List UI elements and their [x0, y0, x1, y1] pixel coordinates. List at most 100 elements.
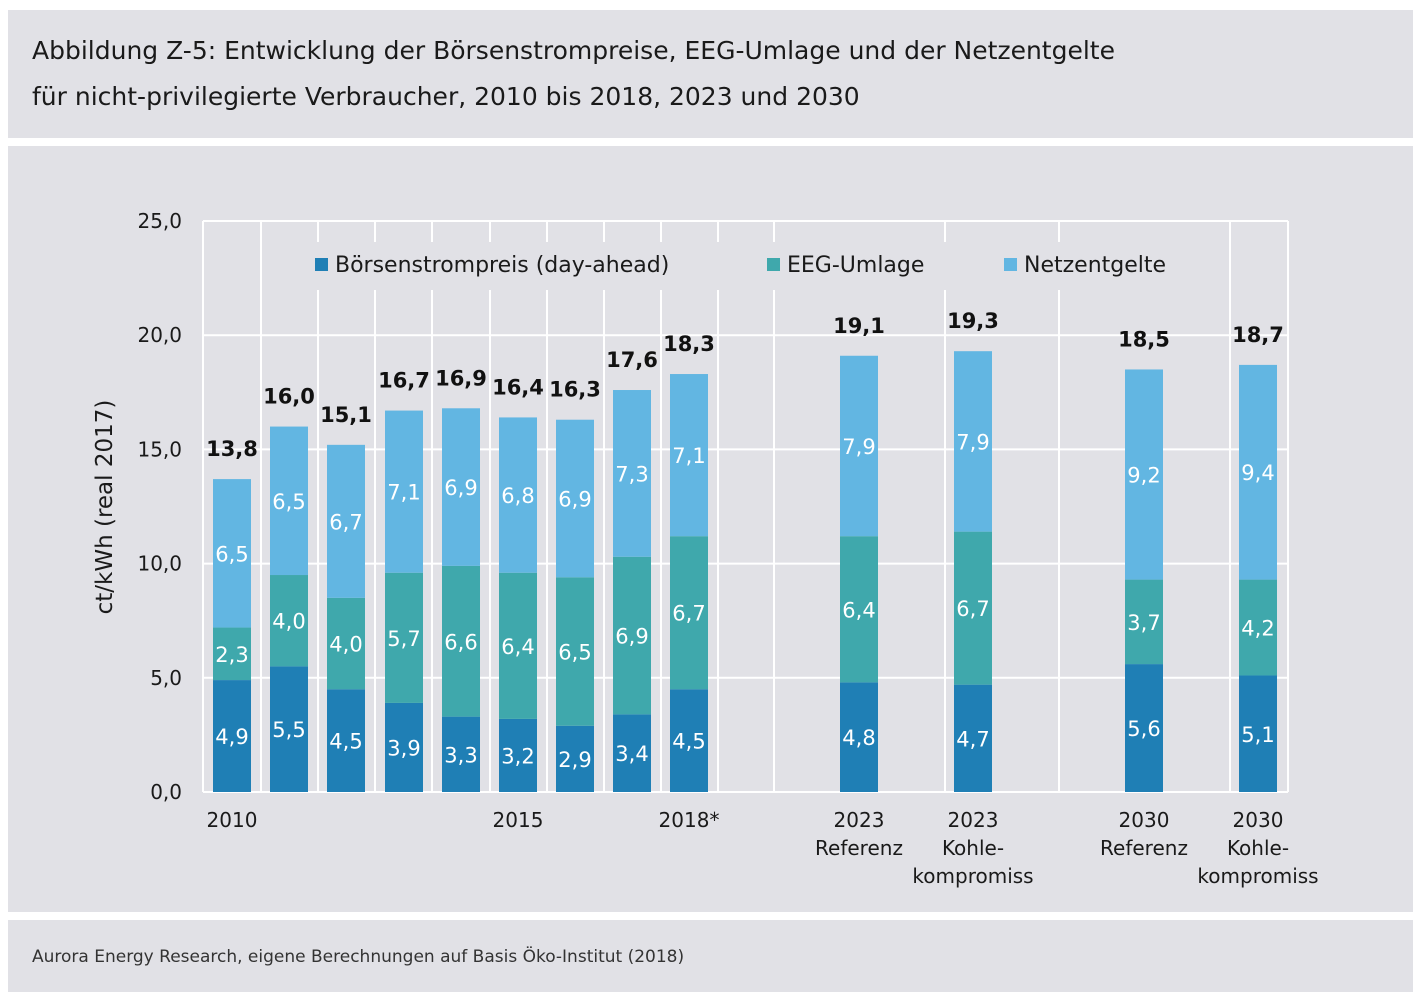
- bar-segment: [213, 479, 251, 628]
- bar-total-label: 13,8: [206, 437, 258, 461]
- y-axis-label: ct/kWh (real 2017): [92, 400, 118, 615]
- bar-segment: [954, 684, 992, 792]
- figure-title-line-2: für nicht-privilegierte Verbraucher, 201…: [32, 82, 860, 111]
- y-tick-label: 15,0: [137, 437, 182, 461]
- y-tick-label: 20,0: [137, 323, 182, 347]
- y-tick-label: 25,0: [137, 209, 182, 233]
- segment-value-label: 6,6: [444, 630, 477, 654]
- bar-segment: [270, 426, 308, 576]
- bar-total-label: 17,6: [606, 348, 658, 372]
- segment-value-label: 5,6: [1127, 717, 1160, 741]
- bar-segment: [670, 536, 708, 690]
- x-tick-label: 2010: [207, 808, 258, 832]
- segment-value-label: 6,4: [501, 635, 534, 659]
- bar-segment: [556, 577, 594, 726]
- segment-value-label: 7,9: [956, 430, 989, 454]
- bar-segment: [1125, 664, 1163, 792]
- x-tick-label: 2030: [1119, 808, 1170, 832]
- bar-total-label: 16,4: [492, 375, 544, 399]
- bar-segment: [556, 725, 594, 792]
- bar-segment: [385, 410, 423, 573]
- segment-value-label: 5,1: [1241, 723, 1274, 747]
- segment-value-label: 5,7: [387, 627, 420, 651]
- bar-segment: [442, 565, 480, 717]
- bar-segment: [442, 408, 480, 566]
- segment-value-label: 6,8: [501, 484, 534, 508]
- legend-label: EEG-Umlage: [787, 253, 924, 278]
- bar-total-label: 15,1: [320, 403, 372, 427]
- y-tick-label: 10,0: [137, 552, 182, 576]
- bar-segment: [213, 680, 251, 792]
- x-tick-label: Referenz: [1100, 836, 1188, 860]
- bar-total-label: 18,5: [1118, 327, 1170, 351]
- bar-segment: [499, 718, 537, 792]
- bar-segment: [840, 355, 878, 537]
- bar-segment: [327, 444, 365, 598]
- segment-value-label: 3,9: [387, 736, 420, 760]
- bar-segment: [1239, 579, 1277, 676]
- source-panel: Aurora Energy Research, eigene Berechnun…: [8, 920, 1413, 992]
- bar-segment: [385, 702, 423, 792]
- segment-value-label: 3,7: [1127, 611, 1160, 635]
- bar-segment: [270, 666, 308, 792]
- legend-label: Börsenstrompreis (day-ahead): [335, 253, 669, 278]
- x-tick-label: 2023: [834, 808, 885, 832]
- bar-total-label: 18,7: [1232, 323, 1284, 347]
- x-tick-label: Referenz: [815, 836, 903, 860]
- legend-background: [300, 242, 1200, 290]
- bar-segment: [327, 689, 365, 792]
- segment-value-label: 2,9: [558, 748, 591, 772]
- segment-value-label: 3,4: [615, 742, 648, 766]
- bar-total-label: 16,3: [549, 378, 601, 402]
- segment-value-label: 6,5: [558, 641, 591, 665]
- bar-segment: [613, 390, 651, 557]
- x-tick-label: 2015: [493, 808, 544, 832]
- bar-segment: [556, 419, 594, 578]
- source-note: Aurora Energy Research, eigene Berechnun…: [32, 947, 685, 967]
- segment-value-label: 5,5: [272, 718, 305, 742]
- segment-value-label: 4,7: [956, 727, 989, 751]
- segment-value-label: 7,9: [842, 435, 875, 459]
- segment-value-label: 7,1: [387, 481, 420, 505]
- segment-value-label: 4,0: [329, 633, 362, 657]
- bar-total-label: 16,0: [263, 385, 315, 409]
- y-tick-label: 5,0: [150, 666, 182, 690]
- legend-swatch: [1004, 258, 1017, 271]
- legend-swatch: [767, 258, 780, 271]
- segment-value-label: 4,9: [215, 725, 248, 749]
- segment-value-label: 6,5: [215, 542, 248, 566]
- segment-value-label: 2,3: [215, 643, 248, 667]
- bar-segment: [499, 572, 537, 719]
- bar-total-label: 19,1: [833, 314, 885, 338]
- bar-segment: [840, 536, 878, 683]
- x-tick-label: Kohle-: [1227, 836, 1289, 860]
- bar-segment: [670, 689, 708, 792]
- segment-value-label: 6,9: [558, 488, 591, 512]
- bar-segment: [954, 351, 992, 532]
- y-tick-label: 0,0: [150, 780, 182, 804]
- bar-segment: [1125, 369, 1163, 580]
- segment-value-label: 9,4: [1241, 461, 1274, 485]
- x-tick-label: kompromiss: [912, 864, 1033, 888]
- bar-segment: [840, 682, 878, 792]
- segment-value-label: 4,8: [842, 726, 875, 750]
- bar-segment: [442, 716, 480, 792]
- segment-value-label: 7,1: [672, 444, 705, 468]
- bar-segment: [613, 556, 651, 715]
- x-tick-label: 2023: [948, 808, 999, 832]
- segment-value-label: 6,5: [272, 490, 305, 514]
- segment-value-label: 4,5: [329, 730, 362, 754]
- x-tick-label: kompromiss: [1197, 864, 1318, 888]
- x-tick-label: Kohle-: [942, 836, 1004, 860]
- segment-value-label: 6,7: [956, 597, 989, 621]
- bar-segment: [385, 572, 423, 703]
- segment-value-label: 6,9: [615, 625, 648, 649]
- segment-value-label: 6,7: [672, 602, 705, 626]
- x-tick-label: 2018*: [659, 808, 720, 832]
- x-tick-label: 2030: [1233, 808, 1284, 832]
- segment-value-label: 6,9: [444, 476, 477, 500]
- segment-value-label: 4,5: [672, 730, 705, 754]
- bar-segment: [1239, 364, 1277, 580]
- bar-total-label: 19,3: [947, 309, 999, 333]
- bar-segment: [954, 531, 992, 685]
